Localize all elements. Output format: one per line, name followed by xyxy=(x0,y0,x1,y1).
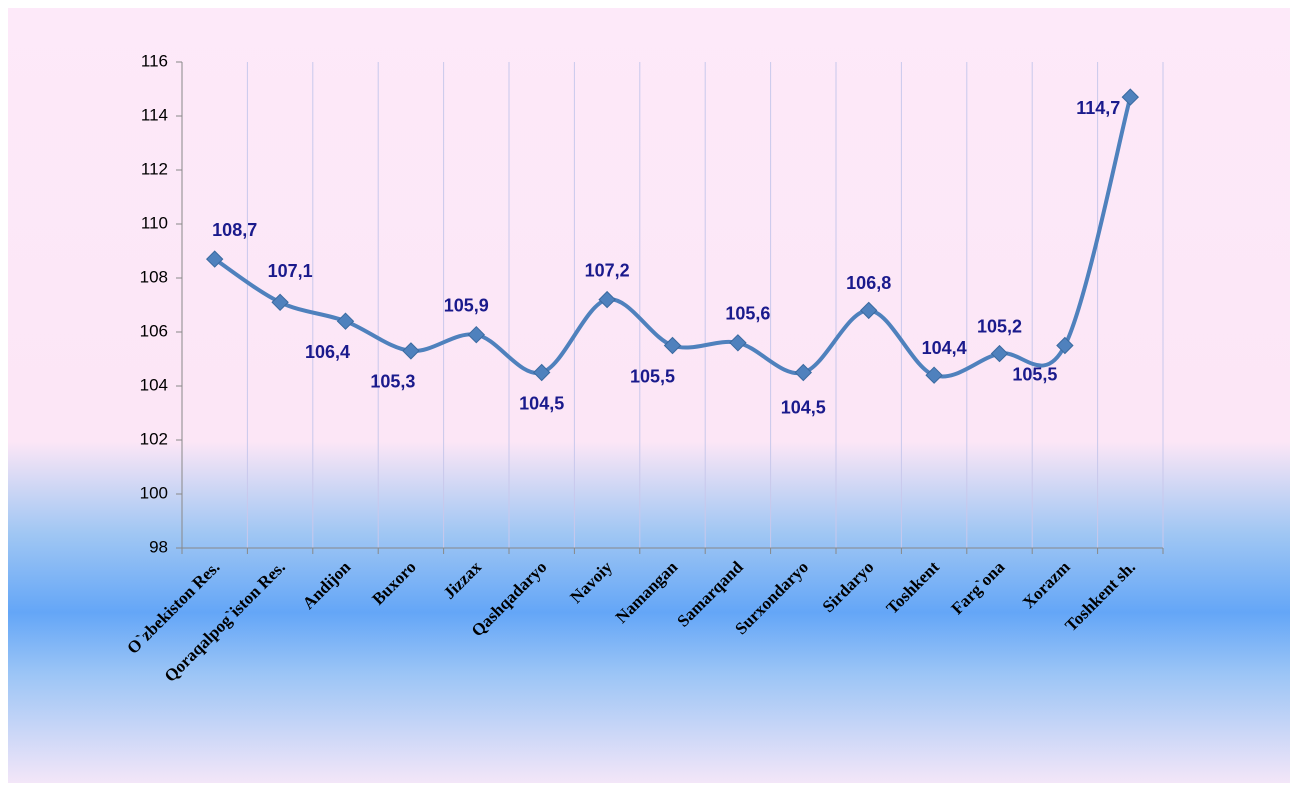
data-label: 104,5 xyxy=(781,397,826,417)
background xyxy=(8,8,1290,783)
data-label: 104,4 xyxy=(922,338,967,358)
marker xyxy=(1121,88,1140,106)
y-tick-label: 110 xyxy=(141,213,168,232)
y-tick-label: 98 xyxy=(149,537,168,556)
y-tick-label: 116 xyxy=(141,51,168,70)
marker xyxy=(402,342,420,360)
y-tick-label: 100 xyxy=(140,483,168,502)
data-label: 108,7 xyxy=(212,220,257,240)
line xyxy=(213,96,1133,379)
data-label: 104,5 xyxy=(519,393,564,413)
data-label: 105,9 xyxy=(444,295,489,315)
marker xyxy=(271,293,289,312)
data-label: 107,2 xyxy=(585,260,630,280)
marker xyxy=(598,290,616,309)
data-label: 105,5 xyxy=(1012,364,1057,384)
marker xyxy=(205,250,224,268)
marker xyxy=(663,336,682,355)
marker xyxy=(990,344,1009,363)
data-label: 105,5 xyxy=(630,366,675,386)
data-label: 114,7 xyxy=(1076,98,1120,118)
marker xyxy=(467,325,486,344)
marker xyxy=(532,363,551,382)
y-tick-label: 112 xyxy=(141,159,168,178)
y-tick-label: 114 xyxy=(141,105,168,124)
data-label: 106,8 xyxy=(846,273,891,293)
marker xyxy=(859,301,878,320)
marker xyxy=(925,366,943,384)
y-tick-label: 104 xyxy=(140,375,168,394)
marker xyxy=(729,334,747,352)
data-label: 105,3 xyxy=(370,372,415,392)
data-label: 106,4 xyxy=(305,342,350,362)
y-tick-label: 102 xyxy=(140,429,168,448)
y-tick-label: 106 xyxy=(140,321,168,340)
data-label: 105,6 xyxy=(725,304,770,324)
data-label: 107,1 xyxy=(268,261,313,281)
marker xyxy=(1056,336,1074,355)
y-tick-label: 108 xyxy=(140,267,168,286)
data-label: 105,2 xyxy=(977,316,1022,336)
marker xyxy=(794,363,813,382)
marker xyxy=(336,312,355,330)
